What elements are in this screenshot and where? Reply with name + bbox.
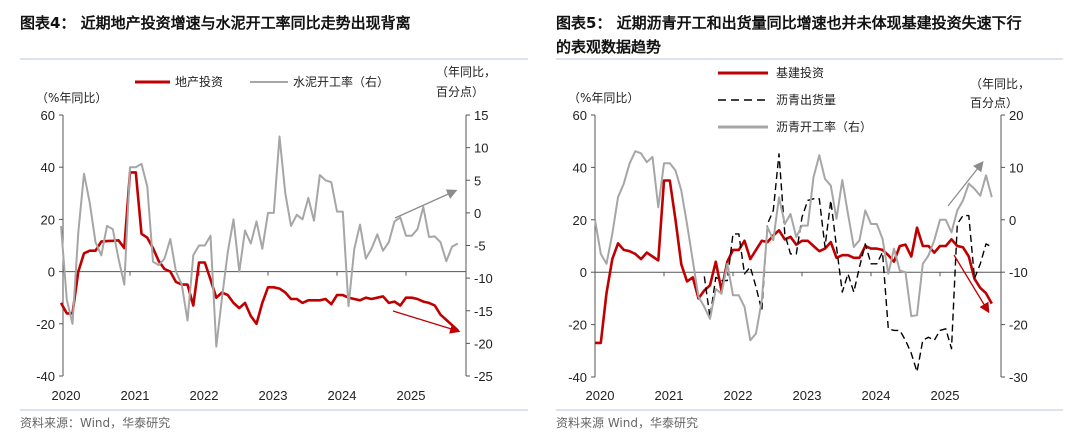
x-tick-label: 2024	[328, 388, 357, 403]
right-tick-label: -10	[1009, 265, 1028, 280]
plot-area: 60 40 20 0 -20 -40 15 10 5 0 -5 -10 -15 -20 -25 2020 202…	[36, 108, 493, 403]
chart-title: 图表4： 近期地产投资增速与水泥开工率同比走势出现背离	[20, 14, 411, 32]
x-tick-label: 2025	[397, 388, 426, 403]
left-tick-label: -40	[568, 370, 587, 385]
x-tick-label: 2020	[586, 388, 615, 403]
source-note: 资料来源：Wind，华泰研究	[20, 415, 170, 430]
chart-title-line2: 的表观数据趋势	[556, 38, 661, 56]
right-axis-label: 百分点）	[970, 96, 1018, 110]
left-tick-label: 60	[41, 108, 55, 123]
plot-area: 60 40 20 0 -20 -40 20 10 0 -10 -20 -30 2020 2021 2022 2…	[568, 108, 1028, 403]
trend-up-arrow	[394, 189, 458, 219]
x-tick-label: 2025	[931, 388, 960, 403]
right-tick-label: -20	[1009, 318, 1028, 333]
left-tick-label: 20	[573, 213, 587, 228]
right-tick-label: -30	[1009, 370, 1028, 385]
right-tick-label: -25	[474, 369, 493, 384]
left-tick-label: 40	[41, 160, 55, 175]
left-tick-label: -20	[568, 318, 587, 333]
left-tick-label: 60	[573, 108, 587, 123]
left-tick-label: -20	[36, 317, 55, 332]
right-tick-label: 0	[1009, 213, 1016, 228]
legend: 地产投资 水泥开工率（右）	[135, 74, 389, 89]
left-tick-label: 0	[580, 265, 587, 280]
x-tick-label: 2022	[190, 388, 219, 403]
legend-label: 地产投资	[175, 74, 223, 89]
legend: 基建投资 沥青出货量 沥青开工率（右）	[718, 65, 872, 134]
series-line-水泥开工率（右）	[60, 135, 459, 348]
right-tick-label: -10	[474, 271, 493, 286]
left-tick-label: 40	[573, 160, 587, 175]
right-tick-label: -20	[474, 336, 493, 351]
legend-label: 基建投资	[776, 65, 824, 80]
left-tick-label: -40	[36, 369, 55, 384]
legend-label: 沥青出货量	[776, 92, 836, 107]
right-tick-label: 15	[474, 108, 488, 123]
series-line-沥青开工率（右）	[594, 150, 993, 342]
chart-title: 图表5： 近期沥青开工和出货量同比增速也并未体现基建投资失速下行	[556, 14, 1022, 32]
right-tick-label: 10	[474, 141, 488, 156]
left-tick-label: 20	[41, 212, 55, 227]
source-note: 资料来源 Wind，华泰研究	[556, 415, 698, 430]
right-axis-label: （年同比，	[436, 65, 496, 79]
trend-up-arrow	[947, 160, 984, 207]
right-tick-label: 10	[1009, 160, 1023, 175]
x-tick-label: 2020	[52, 388, 81, 403]
chart-5: 图表5： 近期沥青开工和出货量同比增速也并未体现基建投资失速下行 的表观数据趋势…	[556, 14, 1063, 430]
x-tick-label: 2021	[121, 388, 150, 403]
right-tick-label: -15	[474, 304, 493, 319]
left-axis-label: （%年同比）	[568, 91, 639, 105]
left-axis-label: （%年同比）	[36, 91, 107, 105]
trend-down-arrow	[953, 254, 990, 314]
legend-label: 水泥开工率（右）	[293, 74, 389, 89]
x-tick-label: 2021	[655, 388, 684, 403]
chart-4: 图表4： 近期地产投资增速与水泥开工率同比走势出现背离 地产投资 水泥开工率（右…	[20, 14, 528, 430]
right-tick-label: 5	[474, 173, 481, 188]
right-axis-label: （年同比，	[970, 77, 1030, 91]
right-tick-label: 0	[474, 206, 481, 221]
right-tick-label: 20	[1009, 108, 1023, 123]
series-line-沥青出货量	[703, 153, 993, 373]
x-tick-label: 2024	[862, 388, 891, 403]
x-tick-label: 2023	[259, 388, 288, 403]
series-line-基建投资	[595, 179, 993, 345]
left-tick-label: 0	[48, 265, 55, 280]
trend-down-arrow	[392, 310, 461, 334]
right-tick-label: -5	[474, 239, 486, 254]
x-tick-label: 2023	[793, 388, 822, 403]
series-line-地产投资	[59, 171, 459, 332]
legend-label: 沥青开工率（右）	[776, 119, 872, 134]
x-tick-label: 2022	[724, 388, 753, 403]
right-axis-label: 百分点）	[436, 85, 484, 99]
